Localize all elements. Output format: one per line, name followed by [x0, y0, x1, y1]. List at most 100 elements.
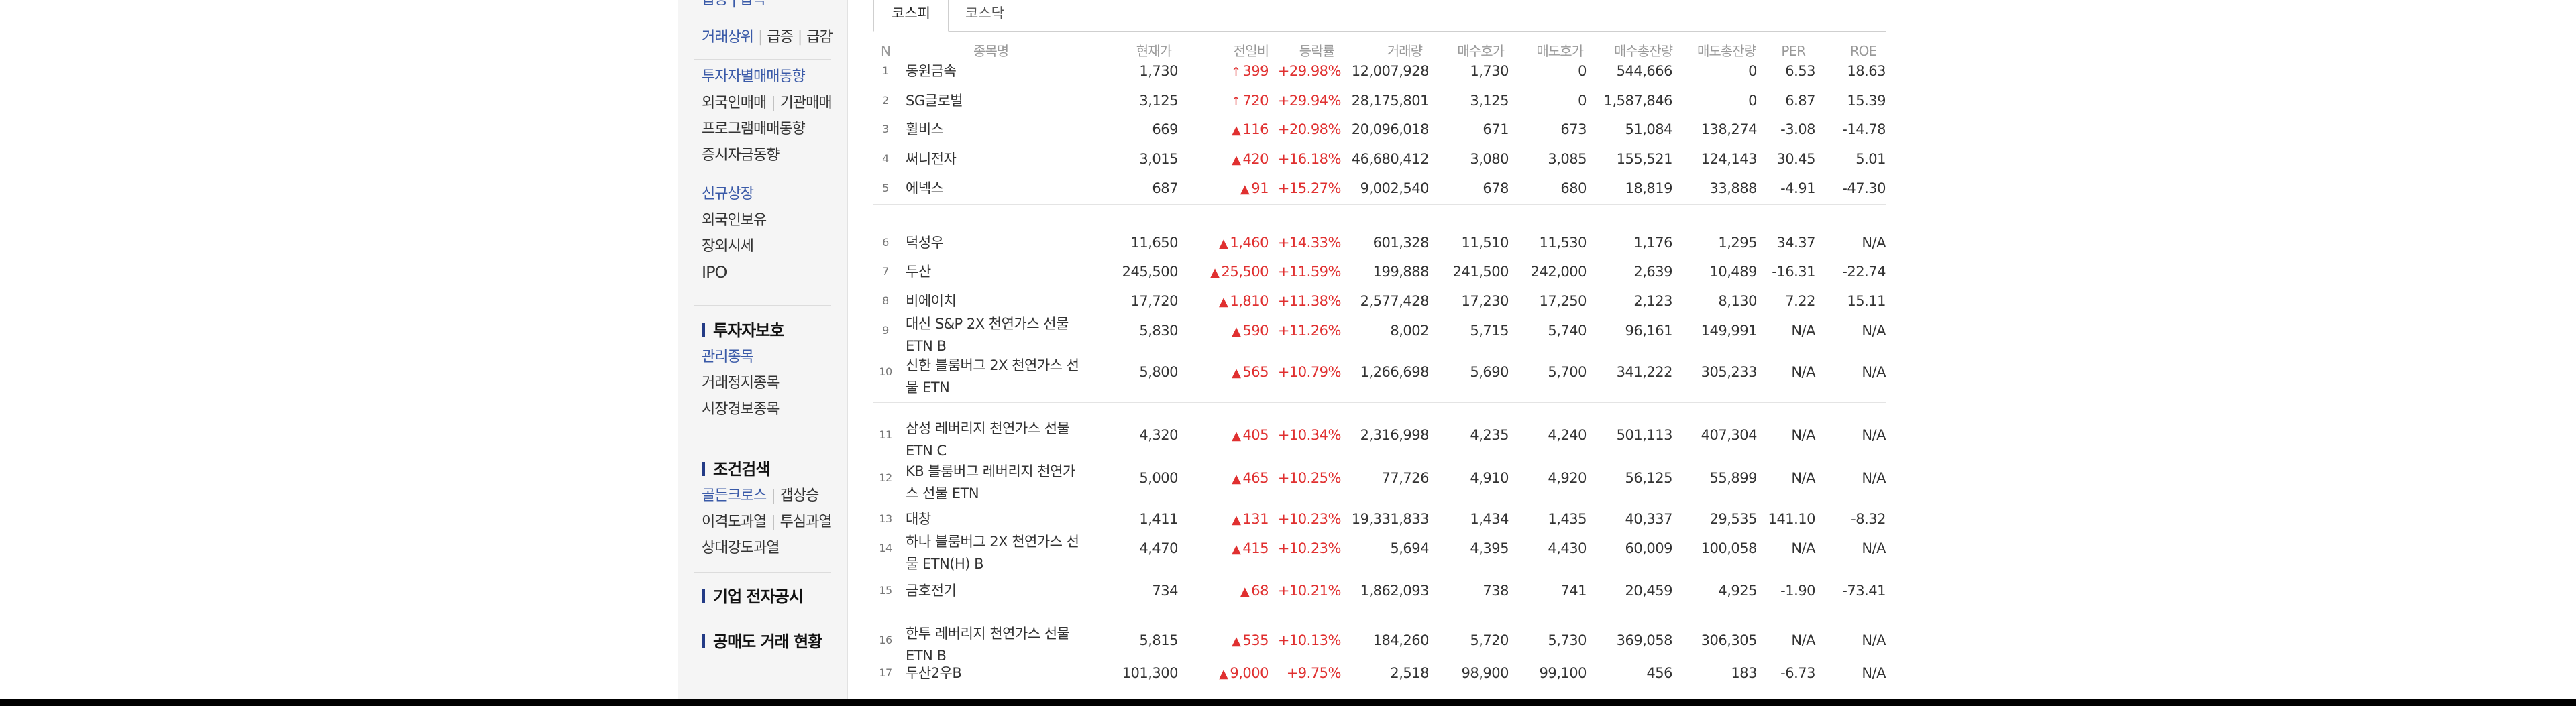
table-row[interactable]: 16 한투 레버리지 천연가스 선물 ETN B 5,815 ▲ 535 +10.13% 1… — [873, 626, 1886, 664]
cell-name[interactable]: 한투 레버리지 천연가스 선물 ETN B — [906, 626, 1070, 664]
sidebar-item[interactable]: 프로그램매매동향 — [702, 121, 806, 137]
sidebar-item-rsi-overheat[interactable]: 상대강도과열 — [702, 540, 780, 556]
sidebar-row: 투자자별매매동향 — [702, 64, 832, 90]
table-row[interactable]: 11 삼성 레버리지 천연가스 선물 ETN C 4,320 ▲ 405 +10.34% 2… — [873, 420, 1886, 459]
table-row[interactable]: 9 대신 S&P 2X 천연가스 선물 ETN B 5,830 ▲ 590 +11.26%… — [873, 316, 1886, 354]
col-header-price[interactable]: 현재가 — [1136, 43, 1172, 59]
cell-name[interactable]: 비에이치 — [906, 293, 957, 309]
up-triangle-icon: ▲ — [1232, 634, 1241, 648]
col-header-ask[interactable]: 매도호가 — [1536, 43, 1584, 59]
change-value: 405 — [1242, 427, 1269, 443]
col-header-rate[interactable]: 등락률 — [1299, 43, 1335, 59]
sidebar-item-sentiment-overheat[interactable]: 투심과열 — [780, 514, 833, 530]
sidebar-divider — [694, 305, 831, 306]
cell-name[interactable]: 금호전기 — [906, 583, 957, 599]
cell-name[interactable]: 휠비스 — [906, 121, 944, 137]
sidebar-item-golden-cross[interactable]: 골든크로스 — [702, 487, 767, 504]
table-row[interactable]: 6 덕성우 11,650 ▲ 1,460 +14.33% 601,328 11,510 11,5… — [873, 228, 1886, 257]
cell-name[interactable]: SG글로벌 — [906, 93, 963, 109]
table-row[interactable]: 1 동원금속 1,730 ↑ 399 +29.98% 12,007,928 1,730 0 544… — [873, 56, 1886, 86]
sidebar-item[interactable]: 거래상위 — [702, 29, 754, 46]
sidebar-item-top-partial[interactable]: 급등 | 급락 — [702, 0, 766, 13]
cell-name[interactable]: 하나 블룸버그 2X 천연가스 선물 ETN(H) B — [906, 534, 1079, 572]
table-row[interactable]: 3 휠비스 669 ▲ 116 +20.98% 20,096,018 671 673 51,084… — [873, 115, 1886, 144]
tab-kosdaq[interactable]: 코스닥 — [965, 5, 1004, 21]
section-title-short-selling[interactable]: 공매도 거래 현황 — [702, 629, 822, 655]
cell-askq: 10,489 — [1709, 263, 1758, 280]
table-row[interactable]: 8 비에이치 17,720 ▲ 1,810 +11.38% 2,577,428 17,230 1… — [873, 286, 1886, 316]
sidebar-item-disparity-overheat[interactable]: 이격도과열 — [702, 514, 767, 530]
table-row[interactable]: 13 대창 1,411 ▲ 131 +10.23% 19,331,833 1,434 1,435… — [873, 504, 1886, 534]
sidebar-item[interactable]: 투자자별매매동향 — [702, 68, 806, 85]
sidebar-item-suspended-stocks[interactable]: 거래정지종목 — [702, 375, 780, 392]
upper-limit-arrow-icon: ↑ — [1230, 65, 1241, 79]
sidebar-item[interactable]: 외국인매매 — [702, 95, 767, 111]
table-row[interactable]: 14 하나 블룸버그 2X 천연가스 선물 ETN(H) B 4,470 ▲ 415 +1… — [873, 534, 1886, 572]
sidebar-item[interactable]: 장외시세 — [702, 238, 754, 255]
col-header-change[interactable]: 전일비 — [1233, 43, 1269, 59]
cell-rate: +29.94% — [1277, 93, 1342, 109]
table-row[interactable]: 7 두산 245,500 ▲ 25,500 +11.59% 199,888 241,500 24… — [873, 257, 1886, 286]
cell-name[interactable]: 동원금속 — [906, 63, 957, 79]
table-row[interactable]: 17 두산2우B 101,300 ▲ 9,000 +9.75% 2,518 98,900 99,… — [873, 658, 1886, 688]
cell-rate: +11.38% — [1277, 293, 1342, 309]
cell-name[interactable]: 신한 블룸버그 2X 천연가스 선물 ETN — [906, 357, 1079, 396]
cell-chg: ▲ 590 — [1181, 316, 1269, 347]
separator: | — [757, 29, 763, 46]
market-tabs: 코스피 코스닥 — [873, 0, 1886, 32]
table-row[interactable]: 5 에넥스 687 ▲ 91 +15.27% 9,002,540 678 680 18,819 33… — [873, 174, 1886, 203]
sidebar-item[interactable]: 신규상장 — [702, 186, 754, 202]
tab-kospi[interactable]: 코스피 — [873, 0, 949, 32]
cell-vol: 9,002,540 — [1360, 180, 1430, 196]
col-header-bid-total[interactable]: 매수총잔량 — [1614, 43, 1673, 59]
col-header-name[interactable]: 종목명 — [973, 43, 1009, 59]
col-header-n[interactable]: N — [881, 43, 891, 59]
change-value: 415 — [1242, 540, 1269, 556]
sidebar-item[interactable]: 증시자금동향 — [702, 147, 780, 164]
cell-name[interactable]: 써니전자 — [906, 151, 957, 167]
sidebar-item[interactable]: 급감 — [806, 29, 833, 46]
cell-chg: ▲ 25,500 — [1181, 257, 1269, 288]
cell-roe: 15.39 — [1847, 93, 1886, 109]
sidebar-item[interactable]: 급증 — [767, 29, 793, 46]
sidebar-item[interactable]: 외국인보유 — [702, 212, 767, 229]
cell-name[interactable]: 대창 — [906, 511, 931, 527]
cell-n: 3 — [882, 123, 889, 135]
col-header-volume[interactable]: 거래량 — [1387, 43, 1423, 59]
table-row[interactable]: 10 신한 블룸버그 2X 천연가스 선물 ETN 5,800 ▲ 565 +10.79%… — [873, 357, 1886, 396]
cell-name[interactable]: 에넥스 — [906, 180, 944, 196]
section-title-condition-search[interactable]: 조건검색 — [702, 457, 832, 483]
sidebar-item[interactable]: IPO — [702, 263, 727, 282]
col-header-ask-total[interactable]: 매도총잔량 — [1697, 43, 1756, 59]
cell-n: 11 — [879, 428, 892, 441]
change-value: 131 — [1242, 511, 1269, 527]
cell-per: -3.08 — [1780, 121, 1815, 137]
sidebar-item[interactable]: 기관매매 — [780, 95, 833, 111]
table-row[interactable]: 2 SG글로벌 3,125 ↑ 720 +29.94% 28,175,801 3,125 0 1,… — [873, 86, 1886, 115]
cell-chg: ▲ 1,460 — [1181, 228, 1269, 259]
cell-name[interactable]: 덕성우 — [906, 235, 944, 251]
sidebar-item-market-alert-stocks[interactable]: 시장경보종목 — [702, 401, 780, 418]
table-row[interactable]: 4 써니전자 3,015 ▲ 420 +16.18% 46,680,412 3,080 3,08… — [873, 144, 1886, 174]
cell-roe: 15.11 — [1847, 293, 1886, 309]
section-title-disclosure[interactable]: 기업 전자공시 — [702, 584, 804, 610]
col-header-roe[interactable]: ROE — [1849, 43, 1877, 59]
sidebar-item-gap-up[interactable]: 갭상승 — [780, 487, 820, 504]
cell-name[interactable]: 대신 S&P 2X 천연가스 선물 ETN B — [906, 316, 1069, 354]
cell-price: 245,500 — [1122, 263, 1179, 280]
cell-rate: +11.26% — [1277, 322, 1342, 339]
col-header-per[interactable]: PER — [1781, 43, 1806, 59]
change-value: 535 — [1242, 632, 1269, 648]
table-row[interactable]: 15 금호전기 734 ▲ 68 +10.21% 1,862,093 738 741 20,459… — [873, 576, 1886, 605]
cell-name[interactable]: KB 블룸버그 레버리지 천연가스 선물 ETN — [906, 463, 1075, 502]
cell-name[interactable]: 두산 — [906, 263, 931, 280]
cell-name[interactable]: 삼성 레버리지 천연가스 선물 ETN C — [906, 420, 1070, 459]
cell-price: 3,125 — [1139, 93, 1178, 109]
cell-bid: 3,125 — [1470, 93, 1509, 109]
col-header-bid[interactable]: 매수호가 — [1457, 43, 1505, 59]
table-row[interactable]: 12 KB 블룸버그 레버리지 천연가스 선물 ETN 5,000 ▲ 465 +10.2… — [873, 463, 1886, 502]
cell-per: 30.45 — [1776, 151, 1815, 167]
cell-name[interactable]: 두산2우B — [906, 665, 962, 681]
sidebar-item-managed-stocks[interactable]: 관리종목 — [702, 349, 754, 365]
section-title-investor-protection[interactable]: 투자자보호 — [702, 318, 784, 344]
